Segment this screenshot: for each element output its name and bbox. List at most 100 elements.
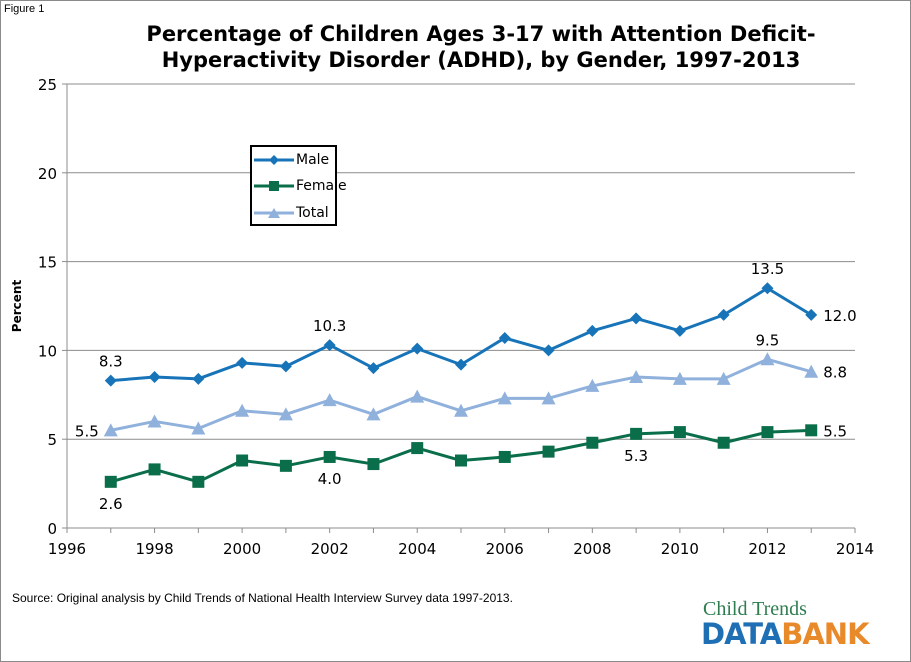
data-point-male-2010 bbox=[673, 324, 686, 337]
data-label-total-1997: 5.5 bbox=[75, 422, 99, 440]
data-point-total-2009 bbox=[629, 370, 644, 384]
data-point-male-2012 bbox=[761, 282, 774, 295]
data-point-male-1997 bbox=[104, 374, 117, 387]
data-point-female-2008 bbox=[586, 436, 599, 449]
data-point-total-2011 bbox=[716, 371, 731, 385]
legend-item-total: Total bbox=[254, 203, 329, 223]
data-point-total-2003 bbox=[366, 407, 381, 421]
legend-total-label: Total bbox=[296, 205, 329, 221]
y-axis-label: Percent bbox=[10, 280, 24, 333]
data-label-female-1997: 2.6 bbox=[99, 495, 123, 513]
y-tick-label: 15 bbox=[38, 254, 57, 272]
data-point-male-2004 bbox=[411, 342, 424, 355]
data-point-male-2001 bbox=[279, 360, 292, 373]
y-tick-label: 25 bbox=[38, 76, 57, 94]
data-point-female-2001 bbox=[279, 459, 292, 472]
x-tick-label: 2004 bbox=[398, 540, 436, 558]
chart-title: Percentage of Children Ages 3-17 with At… bbox=[81, 21, 881, 73]
data-point-female-2000 bbox=[236, 454, 249, 467]
data-point-total-2010 bbox=[672, 371, 687, 385]
data-point-female-2006 bbox=[498, 450, 511, 463]
data-point-male-1998 bbox=[148, 371, 161, 384]
data-point-female-2012 bbox=[761, 426, 774, 439]
legend-item-female: Female bbox=[254, 176, 347, 196]
x-tick-label: 1996 bbox=[48, 540, 86, 558]
y-tick-label: 20 bbox=[38, 165, 57, 183]
data-label-total-2012: 9.5 bbox=[756, 331, 780, 349]
logo-databank: DATABANK bbox=[701, 619, 901, 649]
data-label-female-2002: 4.0 bbox=[318, 470, 342, 488]
data-point-female-2010 bbox=[673, 426, 686, 439]
data-point-male-2007 bbox=[542, 344, 555, 357]
x-tick-label: 2002 bbox=[311, 540, 349, 558]
data-point-total-2007 bbox=[541, 391, 556, 405]
data-point-male-2013 bbox=[805, 308, 818, 321]
data-point-total-2000 bbox=[235, 403, 250, 417]
data-point-female-1997 bbox=[104, 475, 117, 488]
data-point-female-1999 bbox=[192, 475, 205, 488]
data-point-female-2003 bbox=[367, 458, 380, 471]
data-point-total-2001 bbox=[278, 407, 293, 421]
data-point-female-1998 bbox=[148, 463, 161, 476]
logo-child-trends: Child Trends bbox=[703, 598, 807, 620]
data-point-total-2004 bbox=[410, 389, 425, 403]
legend-item-male: Male bbox=[254, 150, 329, 170]
y-tick-label: 5 bbox=[47, 431, 57, 449]
data-point-female-2013 bbox=[805, 424, 818, 437]
source-note: Source: Original analysis by Child Trend… bbox=[12, 591, 513, 605]
y-tick-label: 0 bbox=[47, 520, 57, 538]
data-point-total-2012 bbox=[760, 352, 775, 366]
data-point-male-2008 bbox=[586, 324, 599, 337]
data-point-total-1998 bbox=[147, 414, 162, 428]
data-label-female-2009: 5.3 bbox=[624, 447, 648, 465]
legend-female-swatch bbox=[254, 181, 294, 191]
data-point-total-2006 bbox=[497, 391, 512, 405]
figure-label: Figure 1 bbox=[4, 3, 45, 15]
logo-data: DATA bbox=[701, 617, 782, 651]
x-tick-label: 2014 bbox=[836, 540, 874, 558]
x-tick-label: 2012 bbox=[748, 540, 786, 558]
data-point-total-1999 bbox=[191, 421, 206, 435]
legend-male-swatch bbox=[254, 155, 294, 165]
data-point-total-2013 bbox=[804, 364, 819, 378]
data-point-male-2000 bbox=[236, 356, 249, 369]
data-label-male-2013: 12.0 bbox=[823, 307, 856, 325]
data-label-female-2013: 5.5 bbox=[823, 422, 847, 440]
data-point-male-2006 bbox=[498, 331, 511, 344]
data-point-male-2005 bbox=[455, 358, 467, 371]
legend-female-label: Female bbox=[296, 178, 347, 194]
data-point-male-2003 bbox=[367, 362, 380, 375]
data-point-female-2004 bbox=[411, 442, 424, 455]
data-label-male-2002: 10.3 bbox=[313, 317, 346, 335]
logo-bank: BANK bbox=[781, 617, 869, 651]
data-point-female-2009 bbox=[630, 427, 643, 440]
x-tick-label: 2010 bbox=[661, 540, 699, 558]
data-point-total-2008 bbox=[585, 378, 600, 392]
x-tick-label: 1998 bbox=[135, 540, 173, 558]
data-point-female-2002 bbox=[323, 450, 336, 463]
chart-title-line-2: Hyperactivity Disorder (ADHD), by Gender… bbox=[161, 48, 801, 72]
legend-total-swatch bbox=[254, 208, 294, 218]
data-point-male-2002 bbox=[323, 339, 336, 352]
x-tick-label: 2000 bbox=[223, 540, 261, 558]
data-point-total-1997 bbox=[103, 423, 118, 437]
data-label-total-2013: 8.8 bbox=[823, 364, 847, 382]
data-label-male-1997: 8.3 bbox=[99, 353, 123, 371]
data-label-male-2012: 13.5 bbox=[751, 260, 784, 278]
data-point-male-1999 bbox=[192, 372, 205, 385]
legend-male-label: Male bbox=[296, 152, 330, 168]
data-point-female-2007 bbox=[542, 445, 555, 458]
data-point-total-2005 bbox=[454, 403, 468, 417]
x-tick-label: 2006 bbox=[486, 540, 524, 558]
child-trends-databank-logo: Child Trends DATABANK bbox=[701, 599, 901, 649]
legend: Male Female Total bbox=[250, 145, 347, 226]
y-tick-label: 10 bbox=[38, 342, 57, 360]
data-point-male-2011 bbox=[717, 308, 730, 321]
chart-title-line-1: Percentage of Children Ages 3-17 with At… bbox=[146, 22, 816, 46]
data-point-male-2009 bbox=[630, 312, 643, 325]
x-tick-label: 2008 bbox=[573, 540, 611, 558]
data-point-total-2002 bbox=[322, 393, 337, 407]
data-point-female-2005 bbox=[455, 454, 467, 467]
